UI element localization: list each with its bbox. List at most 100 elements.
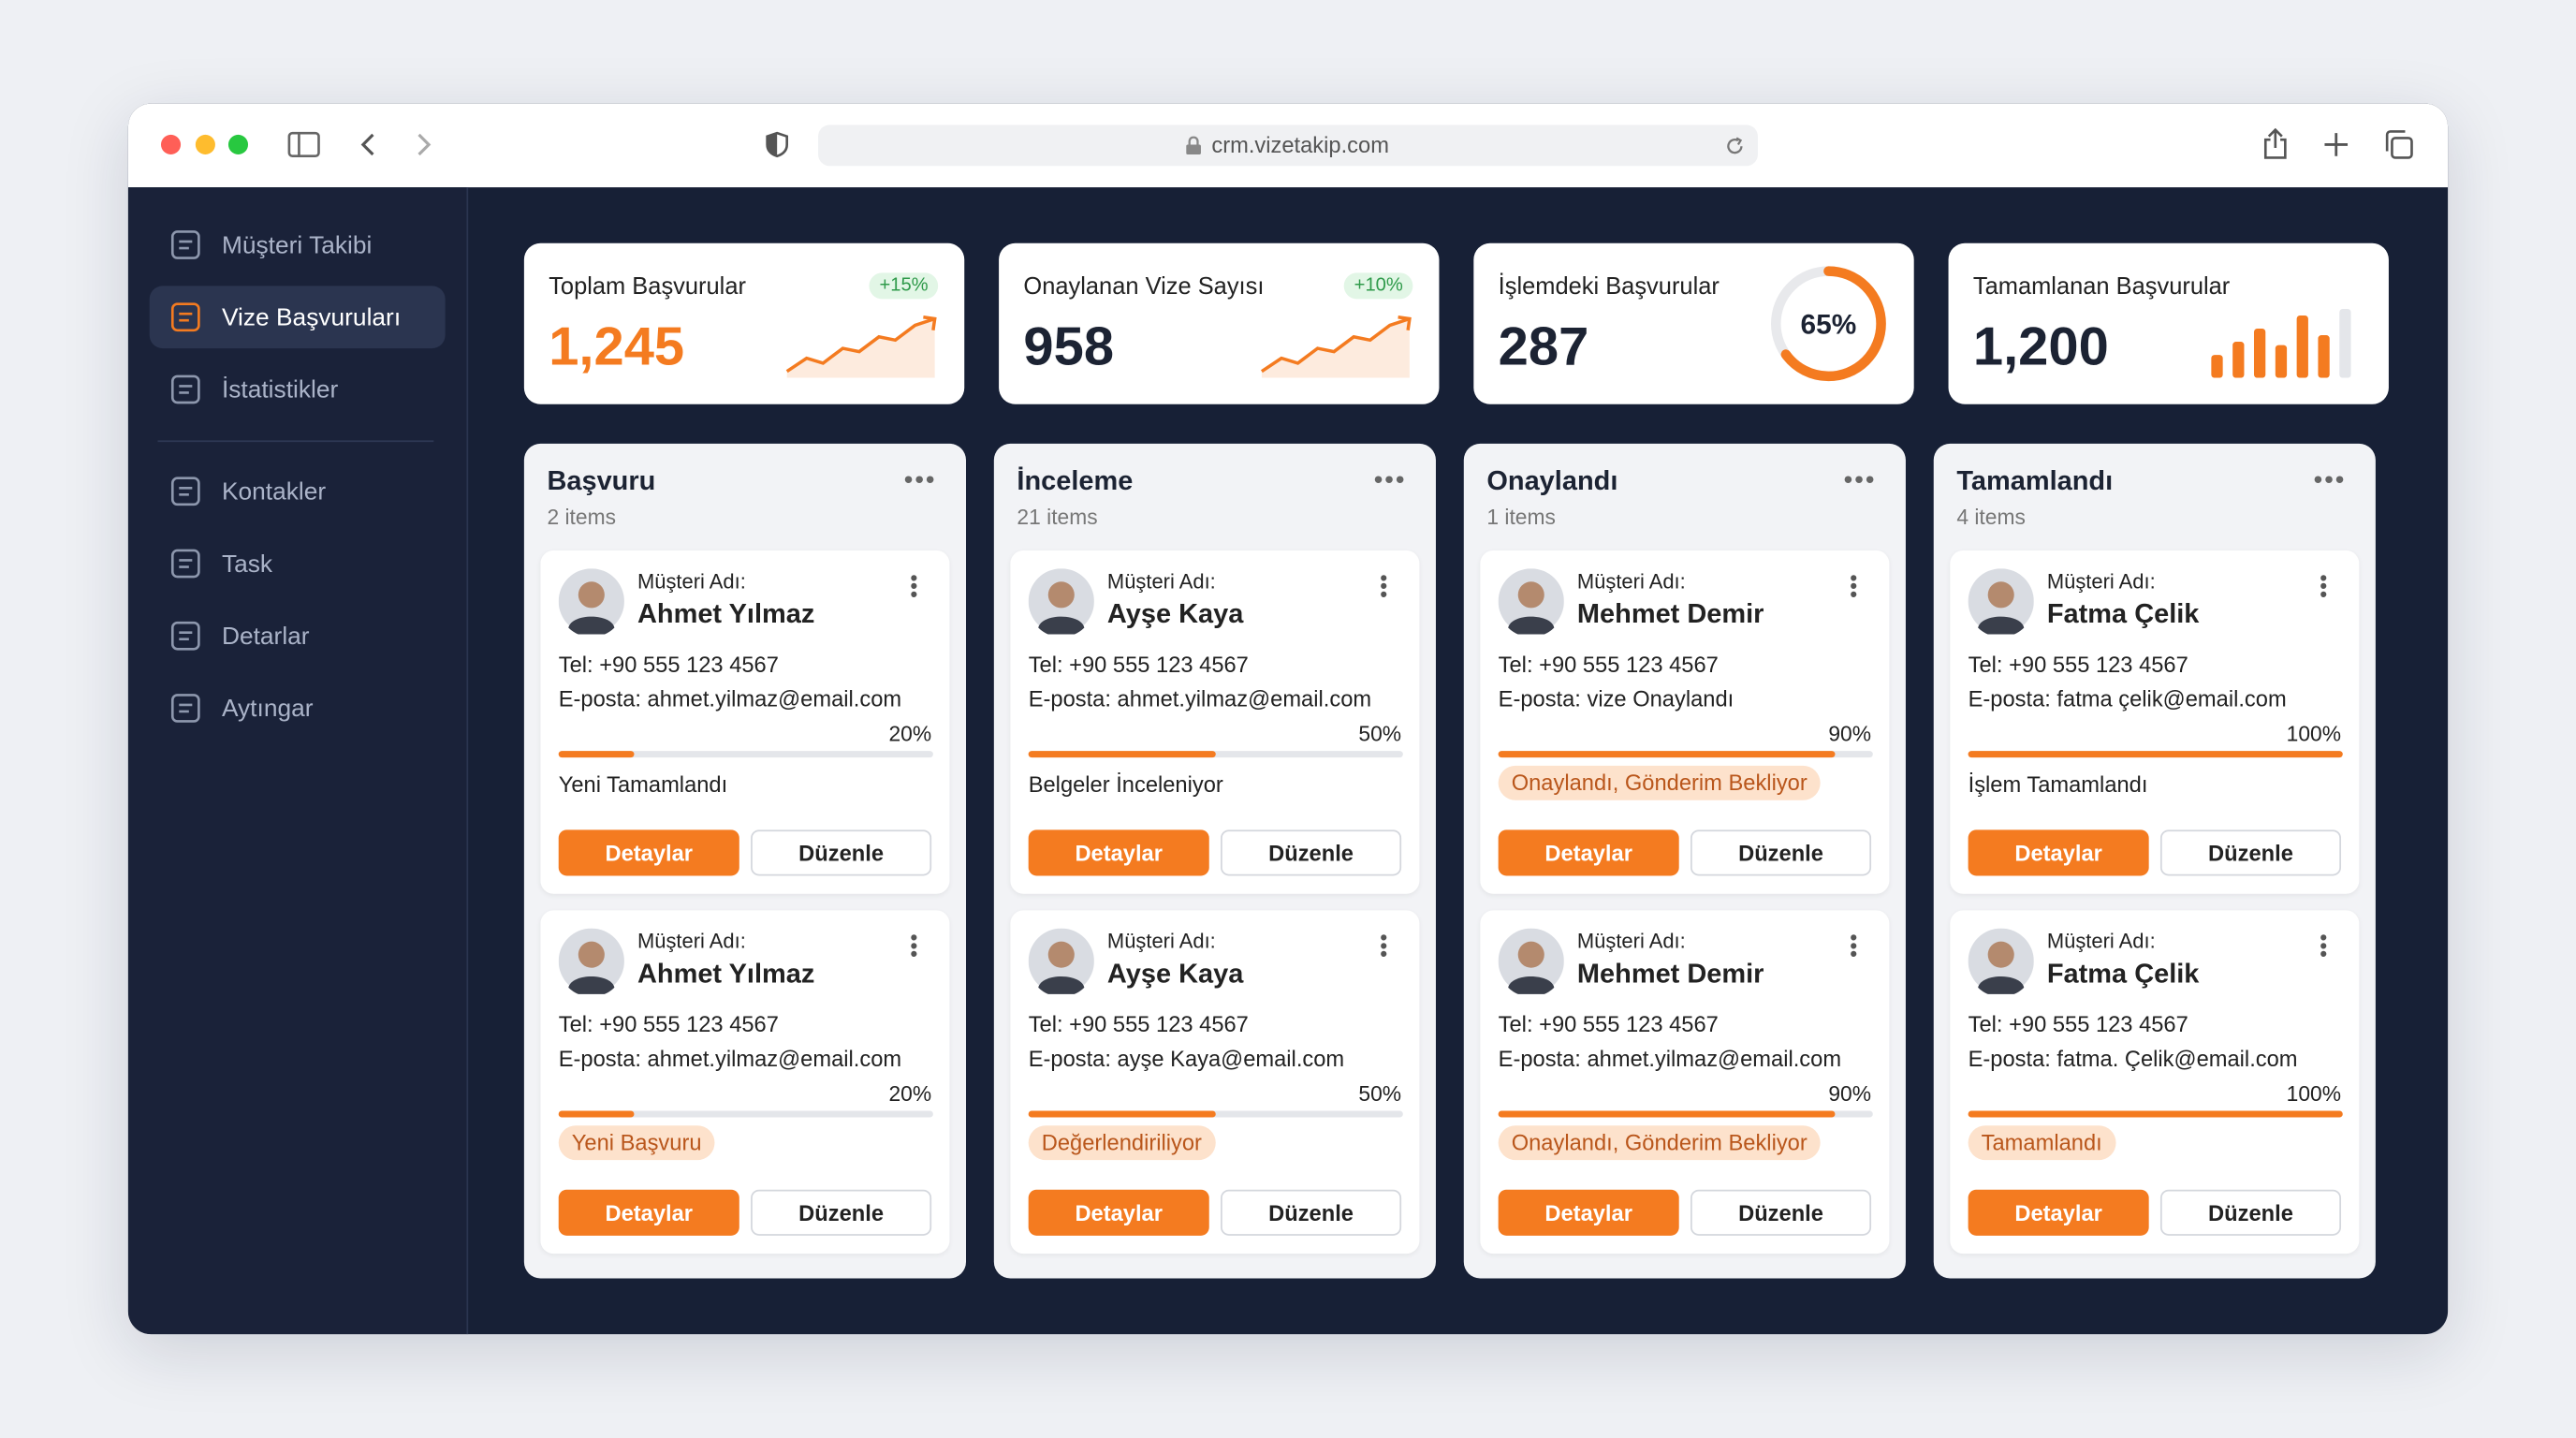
- stat-title: Tamamlanan Başvurular: [1972, 274, 2231, 301]
- nav-item[interactable]: İstatistikler: [150, 359, 446, 421]
- email: E-posta: ahmet.yilmaz@email.com: [1498, 1046, 1842, 1072]
- sidebar-toggle[interactable]: [287, 131, 320, 158]
- card-menu[interactable]: • • •: [910, 925, 918, 966]
- avatar-head: [1047, 581, 1075, 609]
- sparkline-arrow: [1398, 315, 1412, 331]
- details-button[interactable]: Detaylar: [1498, 1189, 1679, 1236]
- shield-icon[interactable]: [766, 131, 789, 158]
- nav-icon: [170, 621, 200, 651]
- new-tab-button[interactable]: [2323, 131, 2349, 157]
- status-badge: Değerlendiriliyor: [1028, 1125, 1215, 1161]
- customer-name: Ahmet Yılmaz: [637, 959, 815, 990]
- customer-name: Fatma Çelik: [2046, 599, 2200, 630]
- nav-item[interactable]: Detarlar: [150, 605, 446, 668]
- avatar-head: [578, 941, 605, 968]
- sidebar-divider: [157, 440, 434, 443]
- kanban-column: Onaylandı 1 items ••• Müşteri Adı: Mehmet De…: [1463, 443, 1906, 1279]
- edit-button[interactable]: Düzenle: [1221, 829, 1402, 876]
- progress-label: 50%: [1358, 1080, 1402, 1107]
- card-menu[interactable]: • • •: [2320, 925, 2328, 966]
- stat-cards: Toplam Başvurular 1,245 +15% Onaylanan Vize…: [523, 242, 2389, 404]
- nav-item[interactable]: Müşteri Takibi: [150, 213, 446, 276]
- details-button[interactable]: Detaylar: [1028, 1189, 1209, 1236]
- edit-button[interactable]: Düzenle: [2159, 1189, 2342, 1236]
- column-menu[interactable]: •••: [903, 466, 937, 495]
- card-menu[interactable]: • • •: [2320, 565, 2328, 607]
- share-button[interactable]: [2262, 127, 2289, 161]
- kanban-column: İnceleme 21 items ••• Müşteri Adı: Ayşe Kaya…: [993, 443, 1436, 1279]
- edit-button[interactable]: Düzenle: [751, 829, 932, 876]
- card-menu[interactable]: • • •: [1850, 565, 1858, 607]
- edit-button[interactable]: Düzenle: [1690, 829, 1872, 876]
- card-menu[interactable]: • • •: [1850, 925, 1858, 966]
- nav-icon-shape: [170, 694, 200, 723]
- nav-item[interactable]: Task: [150, 533, 446, 595]
- stat-value: 1,245: [549, 315, 685, 376]
- progress-track: [1968, 1110, 2343, 1118]
- card-menu[interactable]: • • •: [1380, 925, 1388, 966]
- avatar: [1968, 568, 2034, 635]
- nav-icon: [170, 230, 200, 259]
- nav-icon-shape: [170, 621, 200, 651]
- reload-button[interactable]: [1725, 136, 1745, 155]
- nav-label: Aytıngar: [221, 694, 314, 723]
- column-menu[interactable]: •••: [1373, 466, 1407, 495]
- kanban-column: Tamamlandı 4 items ••• Müşteri Adı: Fatma Çe…: [1933, 443, 2376, 1279]
- bar-icon-bar: [2232, 342, 2245, 378]
- phone: Tel: +90 555 123 4567: [1498, 1012, 1719, 1037]
- minimize-button[interactable]: [195, 134, 215, 154]
- phone: Tel: +90 555 123 4567: [558, 652, 779, 678]
- address-bar[interactable]: crm.vizetakip.com: [818, 125, 1758, 167]
- column-menu[interactable]: •••: [2313, 466, 2347, 495]
- column-menu[interactable]: •••: [1843, 466, 1877, 495]
- applicant-card: Müşteri Adı: Ahmet Yılmaz • • • Tel: +90 555 …: [540, 910, 950, 1255]
- nav-label: Vize Başvuruları: [221, 302, 402, 331]
- applicant-card: Müşteri Adı: Fatma Çelik • • • Tel: +90 555 1…: [1950, 550, 2360, 894]
- avatar-head: [1987, 581, 2014, 609]
- tabs-button[interactable]: [2384, 130, 2414, 160]
- nav-item[interactable]: Vize Başvuruları: [149, 286, 446, 349]
- details-button[interactable]: Detaylar: [1968, 1189, 2149, 1236]
- status-badge: Onaylandı, Gönderim Bekliyor: [1498, 1125, 1821, 1161]
- details-button[interactable]: Detaylar: [1028, 829, 1209, 876]
- details-button[interactable]: Detaylar: [558, 829, 739, 876]
- column-count: 2 items: [547, 504, 616, 530]
- bar-icon-bar: [2296, 315, 2308, 378]
- details-button[interactable]: Detaylar: [1968, 829, 2149, 876]
- customer-label: Müşteri Adı:: [637, 930, 746, 953]
- details-button[interactable]: Detaylar: [558, 1189, 739, 1236]
- applicant-card: Müşteri Adı: Mehmet Demir • • • Tel: +90 555 …: [1480, 910, 1890, 1255]
- nav-icon-shape: [170, 230, 200, 259]
- forward-button[interactable]: [414, 131, 433, 157]
- progress-label: 100%: [2286, 721, 2342, 746]
- avatar: [558, 568, 624, 635]
- back-button[interactable]: [359, 131, 378, 157]
- customer-label: Müşteri Adı:: [2046, 930, 2156, 953]
- nav-item[interactable]: Aytıngar: [150, 677, 446, 740]
- details-button[interactable]: Detaylar: [1498, 829, 1679, 876]
- maximize-button[interactable]: [227, 134, 249, 154]
- progress-track: [1028, 1110, 1403, 1118]
- avatar: [1028, 568, 1094, 635]
- card-menu[interactable]: • • •: [910, 565, 918, 607]
- lock-icon: [1187, 136, 1202, 154]
- avatar-head: [1987, 941, 2014, 968]
- edit-button[interactable]: Düzenle: [1690, 1189, 1872, 1236]
- edit-button[interactable]: Düzenle: [751, 1189, 932, 1236]
- applicant-card: Müşteri Adı: Ayşe Kaya • • • Tel: +90 555 123…: [1010, 550, 1420, 894]
- card-menu[interactable]: • • •: [1380, 565, 1388, 607]
- edit-button[interactable]: Düzenle: [2159, 829, 2342, 876]
- avatar: [1498, 928, 1564, 994]
- avatar-head: [1047, 941, 1075, 968]
- column-title: Onaylandı: [1486, 466, 1618, 497]
- nav-item[interactable]: Kontakler: [150, 460, 446, 522]
- edit-button[interactable]: Düzenle: [1221, 1189, 1402, 1236]
- avatar-body: [568, 616, 615, 635]
- nav-icon-shape: [170, 477, 200, 506]
- stat-card: İşlemdeki Başvurular 287 65%: [1473, 242, 1914, 404]
- progress-fill: [1028, 1110, 1216, 1118]
- nav-icon-shape: [170, 549, 200, 579]
- close-button[interactable]: [160, 134, 182, 154]
